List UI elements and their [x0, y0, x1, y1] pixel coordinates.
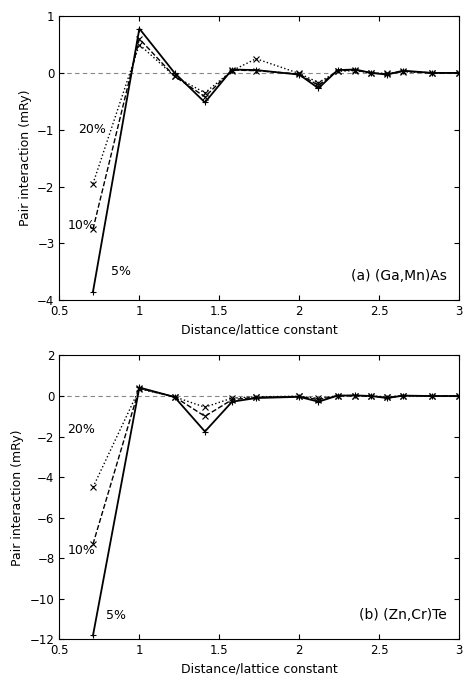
- Text: 10%: 10%: [67, 544, 95, 557]
- Text: 20%: 20%: [79, 122, 107, 135]
- Text: (a) (Ga,Mn)As: (a) (Ga,Mn)As: [351, 269, 447, 283]
- Y-axis label: Pair interaction (mRy): Pair interaction (mRy): [18, 90, 32, 227]
- X-axis label: Distance/lattice constant: Distance/lattice constant: [181, 324, 337, 337]
- Text: (b) (Zn,Cr)Te: (b) (Zn,Cr)Te: [359, 609, 447, 622]
- Text: 10%: 10%: [67, 219, 95, 232]
- Text: 5%: 5%: [110, 264, 130, 278]
- Text: 5%: 5%: [106, 609, 126, 622]
- X-axis label: Distance/lattice constant: Distance/lattice constant: [181, 663, 337, 676]
- Y-axis label: Pair interaction (mRy): Pair interaction (mRy): [11, 429, 24, 565]
- Text: 20%: 20%: [67, 423, 95, 436]
